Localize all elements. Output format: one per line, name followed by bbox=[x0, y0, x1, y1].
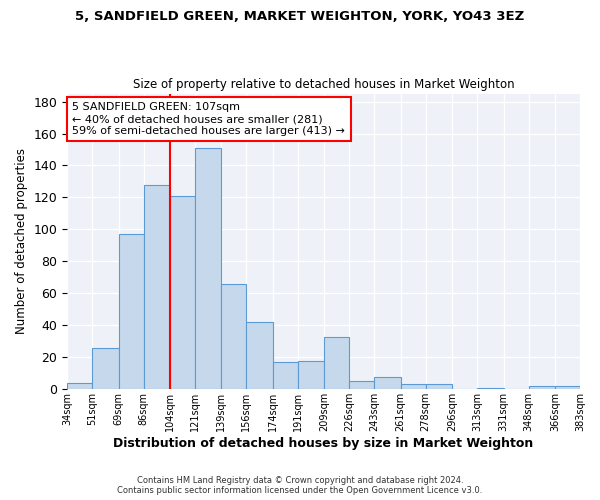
Text: 5 SANDFIELD GREEN: 107sqm
← 40% of detached houses are smaller (281)
59% of semi: 5 SANDFIELD GREEN: 107sqm ← 40% of detac… bbox=[72, 102, 345, 136]
Bar bbox=[349, 382, 374, 390]
Bar bbox=[170, 196, 195, 390]
Bar bbox=[374, 376, 401, 390]
Bar bbox=[273, 362, 298, 390]
Bar bbox=[221, 284, 247, 390]
Title: Size of property relative to detached houses in Market Weighton: Size of property relative to detached ho… bbox=[133, 78, 514, 91]
Bar bbox=[143, 184, 170, 390]
Bar bbox=[92, 348, 119, 390]
Bar bbox=[477, 388, 503, 390]
Y-axis label: Number of detached properties: Number of detached properties bbox=[15, 148, 28, 334]
Bar bbox=[555, 386, 580, 390]
Text: Contains HM Land Registry data © Crown copyright and database right 2024.
Contai: Contains HM Land Registry data © Crown c… bbox=[118, 476, 482, 495]
Bar bbox=[67, 383, 92, 390]
Bar bbox=[247, 322, 273, 390]
Bar bbox=[325, 336, 349, 390]
Text: 5, SANDFIELD GREEN, MARKET WEIGHTON, YORK, YO43 3EZ: 5, SANDFIELD GREEN, MARKET WEIGHTON, YOR… bbox=[76, 10, 524, 23]
Bar bbox=[195, 148, 221, 390]
X-axis label: Distribution of detached houses by size in Market Weighton: Distribution of detached houses by size … bbox=[113, 437, 534, 450]
Bar bbox=[529, 386, 555, 390]
Bar bbox=[119, 234, 143, 390]
Bar bbox=[298, 360, 325, 390]
Bar bbox=[401, 384, 426, 390]
Bar bbox=[426, 384, 452, 390]
